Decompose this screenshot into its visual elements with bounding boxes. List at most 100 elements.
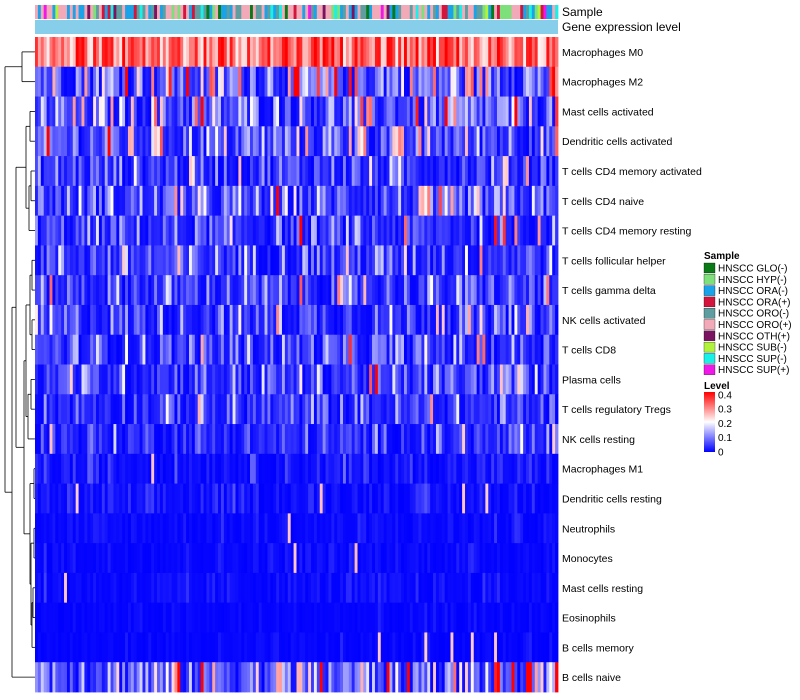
heatmap-cell bbox=[287, 543, 292, 574]
heatmap-cell bbox=[296, 304, 300, 336]
heatmap-cell bbox=[528, 602, 533, 633]
heatmap-cell bbox=[467, 275, 472, 306]
heatmap-cell bbox=[383, 275, 387, 306]
heatmap-cell bbox=[311, 394, 315, 425]
row-label: Macrophages M2 bbox=[562, 77, 643, 89]
heatmap-cell bbox=[523, 364, 527, 395]
heatmap-cell bbox=[511, 602, 515, 633]
heatmap-cell bbox=[238, 632, 242, 663]
heatmap-cell bbox=[319, 245, 324, 276]
heatmap-cell bbox=[69, 543, 74, 574]
heatmap-cell bbox=[49, 156, 53, 187]
heatmap-cell bbox=[444, 96, 448, 127]
heatmap-cell bbox=[517, 632, 521, 663]
heatmap-cell bbox=[462, 513, 466, 544]
heatmap-cell bbox=[473, 66, 478, 97]
heatmap-cell bbox=[209, 632, 213, 663]
sample-annotation-cell bbox=[450, 5, 454, 19]
heatmap-cell bbox=[418, 66, 422, 97]
heatmap-cell bbox=[241, 543, 245, 574]
heatmap-cell bbox=[235, 483, 239, 514]
heatmap-cell bbox=[357, 662, 361, 693]
heatmap-cell bbox=[357, 215, 361, 246]
heatmap-cell bbox=[313, 275, 318, 306]
heatmap-cell bbox=[531, 185, 536, 217]
heatmap-cell bbox=[508, 453, 512, 484]
heatmap-cell bbox=[252, 483, 257, 514]
sample-annotation-cell bbox=[401, 5, 405, 19]
heatmap-cell bbox=[372, 304, 376, 336]
heatmap-cell bbox=[322, 156, 326, 187]
heatmap-cell bbox=[244, 245, 248, 276]
heatmap-cell bbox=[421, 632, 425, 663]
heatmap-cell bbox=[194, 275, 199, 306]
heatmap-cell bbox=[389, 364, 393, 395]
heatmap-cell bbox=[264, 156, 268, 187]
heatmap-cell bbox=[107, 215, 111, 246]
heatmap-cell bbox=[247, 37, 251, 68]
sample-legend-label: HNSCC SUB(-) bbox=[718, 343, 787, 354]
heatmap-cell bbox=[250, 632, 254, 663]
heatmap-cell bbox=[462, 424, 466, 455]
heatmap-cell bbox=[360, 66, 364, 97]
heatmap-cell bbox=[296, 453, 300, 484]
sample-annotation-cell bbox=[49, 5, 53, 19]
heatmap-cell bbox=[305, 662, 309, 693]
heatmap-cell bbox=[296, 602, 300, 633]
heatmap-cell bbox=[404, 483, 408, 514]
heatmap-cell bbox=[218, 245, 222, 276]
heatmap-cell bbox=[366, 245, 370, 276]
heatmap-cell bbox=[212, 37, 216, 68]
heatmap-cell bbox=[78, 483, 82, 514]
heatmap-cell bbox=[543, 304, 547, 336]
heatmap-cell bbox=[491, 513, 495, 544]
heatmap-cell bbox=[316, 513, 321, 544]
heatmap-cell bbox=[81, 215, 85, 246]
heatmap-cell bbox=[194, 424, 199, 455]
heatmap-cell bbox=[104, 364, 109, 395]
heatmap-cell bbox=[334, 37, 338, 68]
heatmap-cell bbox=[171, 513, 175, 544]
heatmap-cell bbox=[296, 334, 300, 365]
heatmap-cell bbox=[404, 37, 408, 68]
sample-legend-swatch bbox=[703, 341, 716, 353]
heatmap-cell bbox=[203, 126, 207, 157]
heatmap-cell bbox=[125, 424, 129, 455]
heatmap-cell bbox=[462, 334, 466, 365]
heatmap-cell bbox=[64, 334, 68, 365]
heatmap-cell bbox=[427, 424, 431, 455]
heatmap-cell bbox=[250, 96, 254, 127]
heatmap-cell bbox=[377, 37, 382, 68]
heatmap-cell bbox=[345, 424, 350, 455]
heatmap-cell bbox=[537, 275, 541, 306]
heatmap-cell bbox=[64, 245, 68, 276]
heatmap-cell bbox=[523, 483, 527, 514]
heatmap-cell bbox=[93, 275, 97, 306]
heatmap-cell bbox=[250, 483, 254, 514]
heatmap-cell bbox=[281, 156, 286, 187]
heatmap-cell bbox=[398, 543, 402, 574]
heatmap-cell bbox=[157, 156, 161, 187]
heatmap-cell bbox=[476, 572, 480, 604]
heatmap-cell bbox=[186, 364, 190, 395]
heatmap-cell bbox=[325, 37, 329, 68]
heatmap-cell bbox=[412, 483, 417, 514]
heatmap-cell bbox=[206, 156, 210, 187]
sample-annotation-cell bbox=[72, 5, 77, 19]
heatmap-cell bbox=[395, 424, 399, 455]
heatmap-cell bbox=[188, 453, 193, 484]
heatmap-cell bbox=[412, 37, 417, 68]
heatmap-cell bbox=[61, 275, 65, 306]
heatmap-cell bbox=[412, 424, 417, 455]
heatmap-cell bbox=[276, 662, 280, 693]
heatmap-cell bbox=[139, 632, 143, 663]
heatmap-cell bbox=[279, 572, 283, 604]
heatmap-cell bbox=[412, 245, 417, 276]
heatmap-cell bbox=[508, 66, 512, 97]
heatmap-cell bbox=[218, 543, 222, 574]
heatmap-cell bbox=[537, 394, 541, 425]
heatmap-cell bbox=[383, 602, 387, 633]
heatmap-cell bbox=[194, 96, 199, 127]
heatmap-cell bbox=[203, 334, 207, 365]
heatmap-cell bbox=[203, 453, 207, 484]
